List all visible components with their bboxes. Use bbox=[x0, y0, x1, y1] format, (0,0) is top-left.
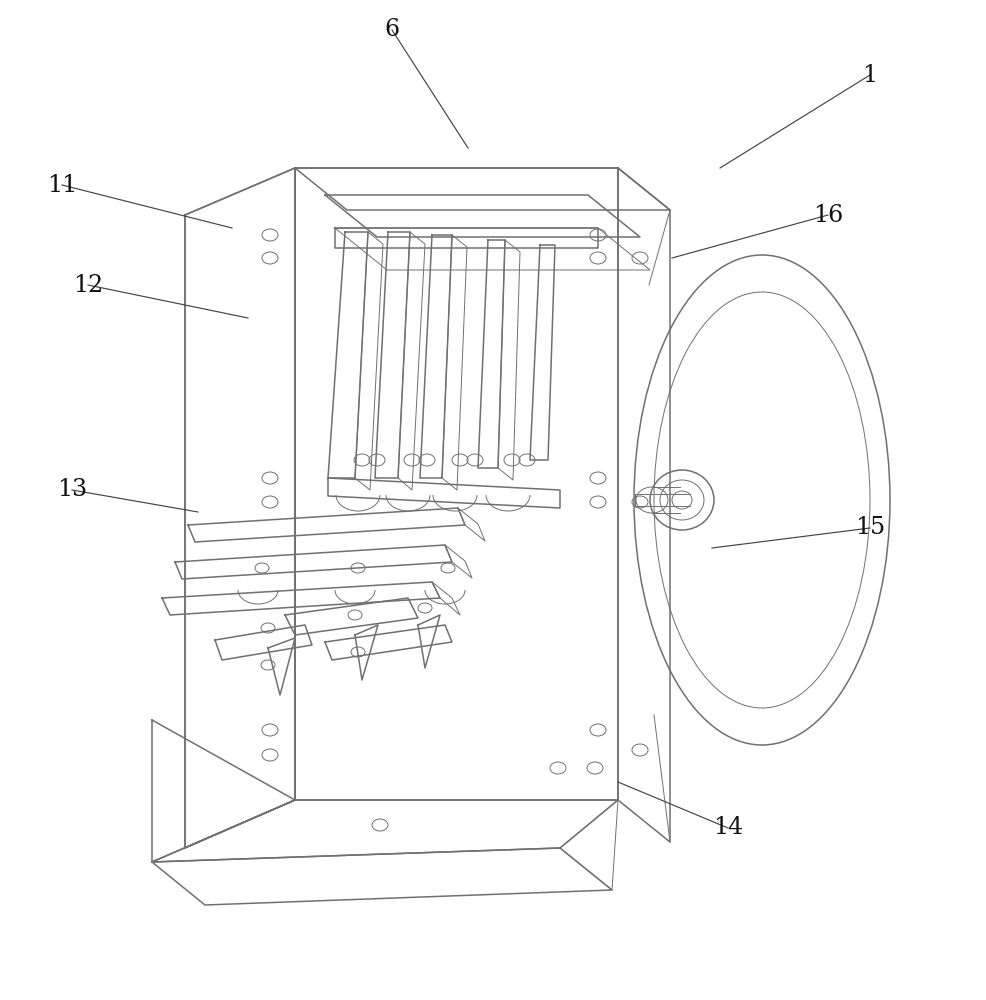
Text: 13: 13 bbox=[57, 479, 87, 502]
Text: 14: 14 bbox=[713, 816, 743, 840]
Text: 11: 11 bbox=[47, 174, 77, 196]
Text: 16: 16 bbox=[812, 204, 843, 227]
Text: 12: 12 bbox=[73, 273, 104, 296]
Text: 1: 1 bbox=[863, 64, 878, 87]
Text: 15: 15 bbox=[855, 516, 885, 540]
Text: 6: 6 bbox=[385, 18, 399, 41]
